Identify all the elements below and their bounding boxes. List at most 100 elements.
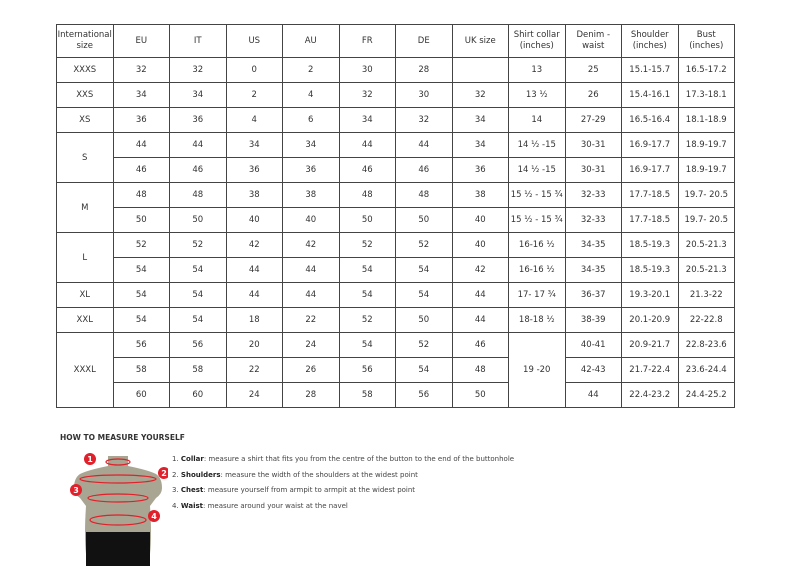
table-cell: 20.5-21.3: [677, 257, 735, 283]
table-row: 54 54 44 44 54 54 42 16-16 ½ 34-35 18.5-19.3 20.5-…: [57, 257, 735, 283]
table-cell: 50: [395, 307, 453, 333]
table-cell: 18.1-18.9: [677, 107, 735, 133]
marker-4: 4: [151, 512, 157, 521]
table-cell: 28: [282, 382, 340, 408]
table-cell: 56: [112, 332, 170, 358]
table-cell: 36: [282, 157, 340, 183]
column-header: AU: [282, 24, 340, 58]
table-cell: 52: [338, 232, 396, 258]
table-cell: 54: [112, 282, 170, 308]
table-cell: 48: [395, 182, 453, 208]
table-cell: 56: [395, 382, 453, 408]
table-cell: 23.6-24.4: [677, 357, 735, 383]
marker-2: 2: [161, 469, 167, 478]
table-cell: 48: [338, 182, 396, 208]
table-cell: 40: [282, 207, 340, 233]
table-cell: 17.3-18.1: [677, 82, 735, 108]
international-size-cell: XXXS: [56, 57, 114, 83]
table-cell: 13 ½: [508, 82, 566, 108]
table-cell: 50: [169, 207, 227, 233]
table-cell: 38: [225, 182, 283, 208]
table-row: 60 60 24 28 58 56 50 44 22.4-23.2 24.4-25.2: [57, 382, 735, 408]
table-row: XS 36 36 4 6 34 32 34 14 27-29 16.5-16.4 18.1-18.9: [56, 107, 735, 133]
table-cell: 44: [169, 132, 227, 158]
table-cell: 18-18 ½: [508, 307, 566, 333]
table-cell: 34: [112, 82, 170, 108]
table-cell: 36: [169, 107, 227, 133]
table-cell: 48: [169, 182, 227, 208]
table-cell: 50: [338, 207, 396, 233]
table-cell: 25: [564, 57, 622, 83]
table-cell: 17- 17 ¾: [508, 282, 566, 308]
measurement-figure-illustration: 1 2 3 4: [70, 453, 168, 566]
table-cell: 20: [225, 332, 283, 358]
table-cell: 30: [395, 82, 453, 108]
table-cell: 17.7-18.5: [621, 182, 679, 208]
table-cell: 2: [225, 82, 283, 108]
table-cell: 46: [395, 157, 453, 183]
table-cell: 24.4-25.2: [677, 382, 735, 408]
table-cell: 36: [112, 107, 170, 133]
table-cell: 54: [112, 257, 170, 283]
table-cell: 54: [395, 282, 453, 308]
table-cell: 32: [395, 107, 453, 133]
table-cell: 34: [225, 132, 283, 158]
table-cell: 44: [451, 307, 509, 333]
table-cell: 54: [169, 257, 227, 283]
table-cell: 44: [112, 132, 170, 158]
table-cell: 16.9-17.7: [621, 132, 679, 158]
table-cell: 44: [282, 282, 340, 308]
table-cell: 52: [395, 232, 453, 258]
table-cell: 48: [451, 357, 509, 383]
table-cell: 36-37: [564, 282, 622, 308]
international-size-cell: XXL: [56, 307, 114, 333]
table-cell: 32: [338, 82, 396, 108]
table-row: XXS 34 34 2 4 32 30 32 13 ½ 26 15.4-16.1 17.3-18.1: [56, 82, 735, 108]
table-cell: 44: [225, 282, 283, 308]
column-header: UK size: [451, 24, 509, 58]
table-cell: 44: [395, 132, 453, 158]
table-cell: 16.5-16.4: [621, 107, 679, 133]
column-header: Shoulder (inches): [621, 24, 679, 58]
table-cell: 17.7-18.5: [621, 207, 679, 233]
table-cell: 28: [395, 57, 453, 83]
table-cell: 50: [395, 207, 453, 233]
table-cell: 52: [338, 307, 396, 333]
table-cell: 58: [338, 382, 396, 408]
table-cell: [451, 57, 509, 83]
table-cell: 54: [338, 332, 396, 358]
table-row: XL 54 54 44 44 54 54 44 17- 17 ¾ 36-37 19.3-20.1 21…: [56, 282, 735, 308]
table-cell: 27-29: [564, 107, 622, 133]
table-cell: 16.5-17.2: [677, 57, 735, 83]
table-cell: 40: [451, 232, 509, 258]
international-size-cell: XXXL: [56, 332, 114, 408]
how-to-measure-title: HOW TO MEASURE YOURSELF: [60, 433, 185, 442]
table-cell: 54: [338, 282, 396, 308]
table-cell: 13: [508, 57, 566, 83]
table-cell: 20.5-21.3: [677, 232, 735, 258]
table-cell: 18.5-19.3: [621, 257, 679, 283]
table-cell: 15 ½ - 15 ¾: [508, 207, 566, 233]
table-cell: 44: [225, 257, 283, 283]
column-header: Bust (inches): [677, 24, 735, 58]
table-cell: 58: [169, 357, 227, 383]
table-row: S 44 44 34 34 44 44 34 14 ½ -15 30-31 16.9-17.7 18.…: [56, 132, 735, 183]
step-shoulders: 2. Shoulders: measure the width of the s…: [172, 470, 418, 479]
table-cell: 0: [225, 57, 283, 83]
table-cell: 14 ½ -15: [508, 157, 566, 183]
table-cell: 60: [169, 382, 227, 408]
table-cell: 46: [451, 332, 509, 358]
table-cell: 4: [225, 107, 283, 133]
international-size-cell: S: [56, 132, 114, 183]
table-cell: 34: [451, 107, 509, 133]
table-cell: 6: [282, 107, 340, 133]
table-row: 46 46 36 36 46 46 36 14 ½ -15 30-31 16.9-17.7 18.9…: [57, 157, 735, 183]
table-cell: 40: [225, 207, 283, 233]
table-cell: 32-33: [564, 207, 622, 233]
table-cell: 50: [112, 207, 170, 233]
table-cell: 20.1-20.9: [621, 307, 679, 333]
table-cell: 44: [338, 132, 396, 158]
table-cell: 19 -20: [508, 332, 566, 408]
table-cell: 36: [225, 157, 283, 183]
column-header: Shirt collar (inches): [508, 24, 566, 58]
